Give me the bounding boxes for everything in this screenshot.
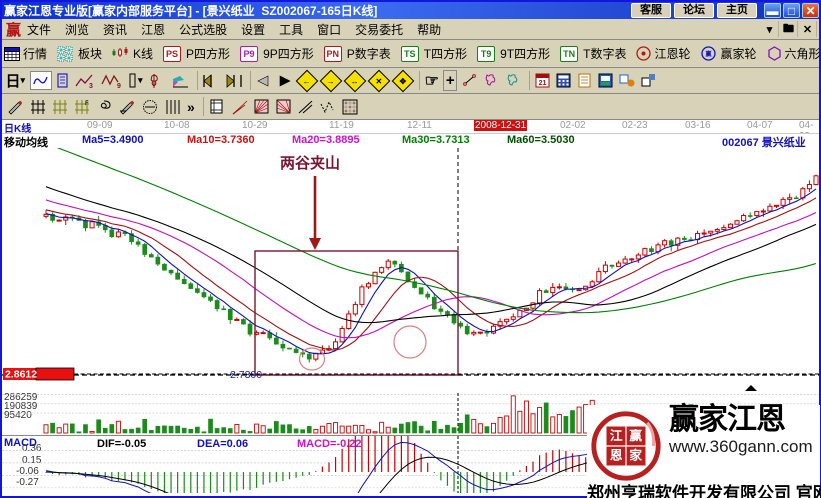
svg-text:两谷夹山: 两谷夹山	[280, 154, 340, 172]
svg-text:赢: 赢	[706, 50, 712, 58]
svg-text:21: 21	[538, 80, 546, 87]
svg-text:2.7300: 2.7300	[230, 369, 262, 381]
svg-text:2.8612: 2.8612	[5, 369, 37, 381]
svg-text:9: 9	[117, 83, 121, 89]
svg-text:F: F	[85, 101, 89, 107]
svg-text:3: 3	[89, 83, 93, 89]
